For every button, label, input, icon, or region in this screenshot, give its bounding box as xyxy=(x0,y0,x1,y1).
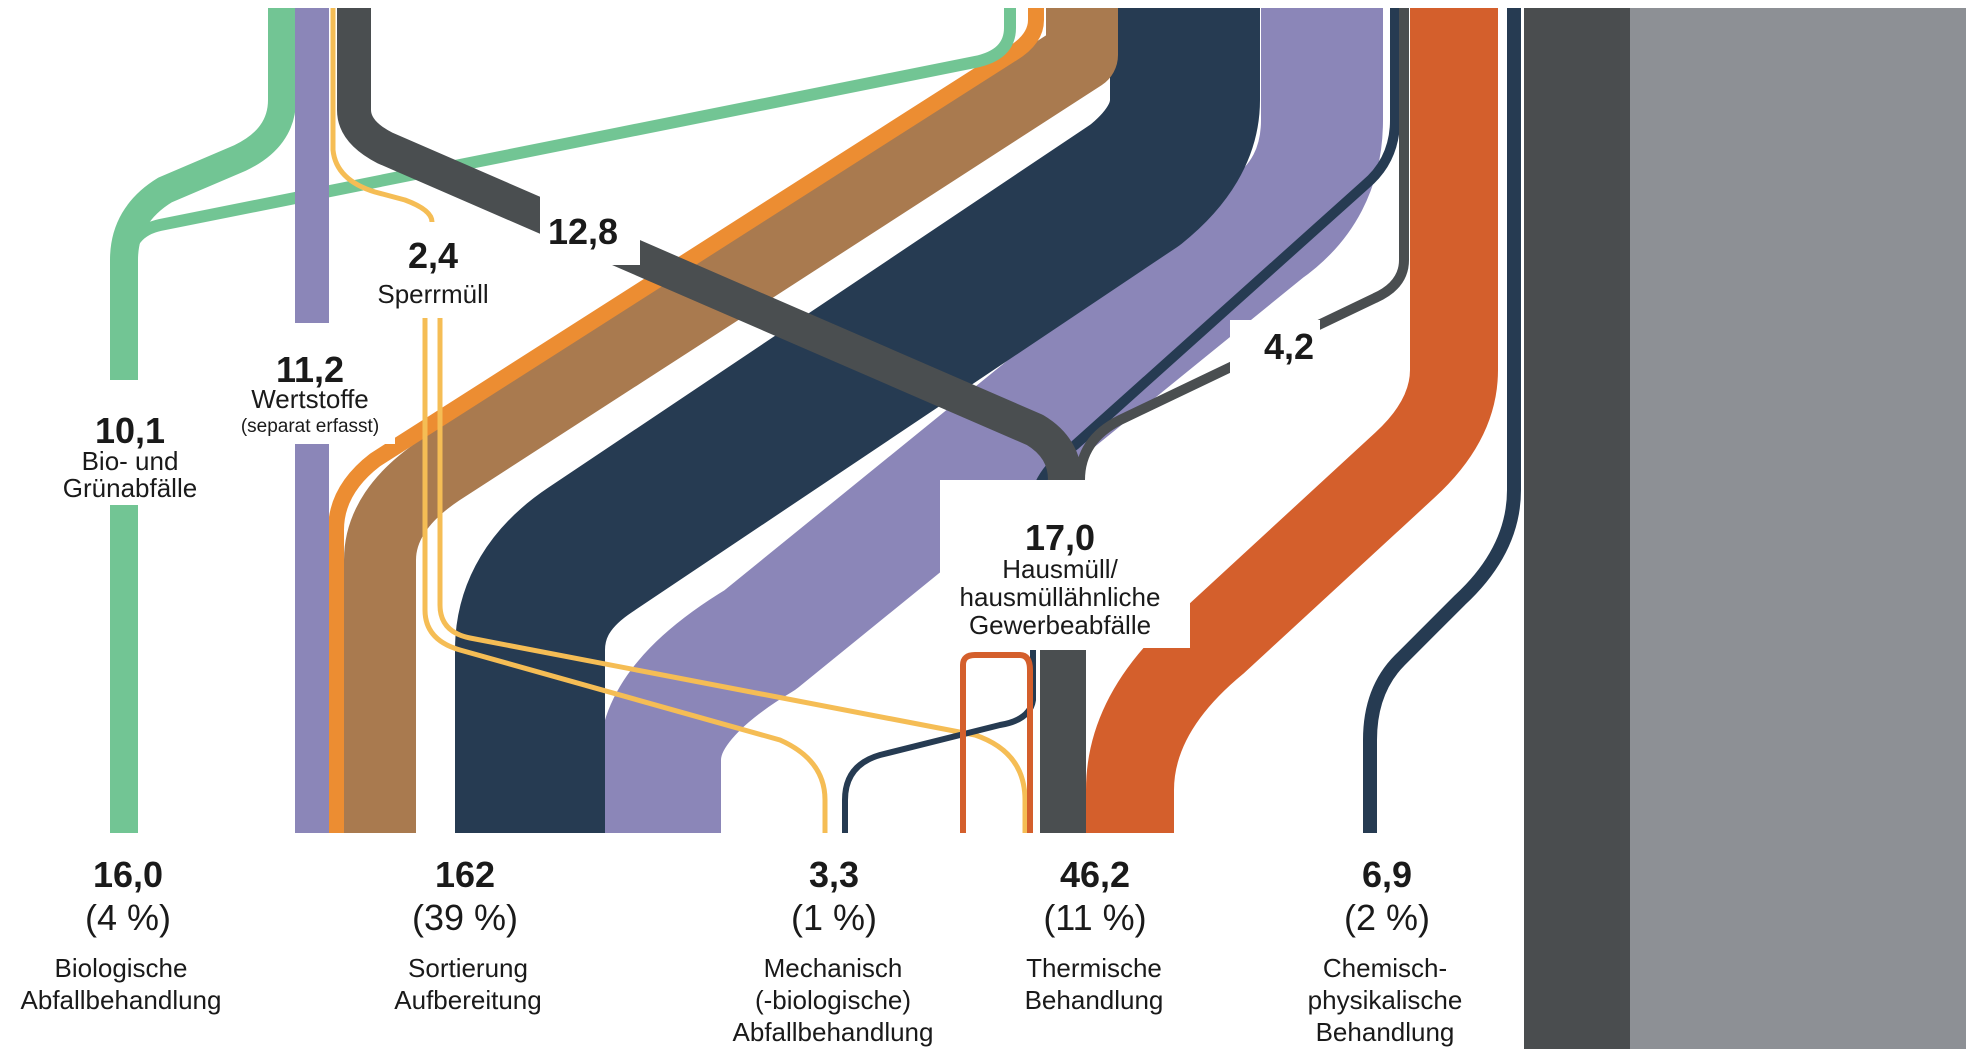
source-bio: 10,1 Bio- und Grünabfälle xyxy=(63,410,197,503)
dest-thermische-value: 46,2 xyxy=(1060,854,1130,895)
dest-biologische-label-1: Biologische xyxy=(55,953,188,983)
source-bio-value: 10,1 xyxy=(95,410,165,451)
source-sperr-label: Sperrmüll xyxy=(377,279,488,309)
mask-flow-4-2 xyxy=(1230,320,1320,375)
dest-mechanisch-label-1: Mechanisch xyxy=(764,953,903,983)
dest-chemisch-label-1: Chemisch- xyxy=(1323,953,1447,983)
dest-mechanisch-label-2: (-biologische) xyxy=(755,985,911,1015)
source-wertstoffe: 11,2 Wertstoffe (separat erfasst) xyxy=(241,349,379,437)
dest-sortierung-label-2: Aufbereitung xyxy=(394,985,541,1015)
flow-label-4-2: 4,2 xyxy=(1264,326,1314,367)
dest-sortierung-value: 162 xyxy=(435,854,495,895)
flow-bio-main xyxy=(110,8,296,833)
source-sperr: 2,4 Sperrmüll xyxy=(377,235,488,309)
dest-biologische-label-2: Abfallbehandlung xyxy=(21,985,222,1015)
dest-biologische: 16,0 (4 %) Biologische Abfallbehandlung xyxy=(21,854,222,1015)
dest-mechanisch-share: (1 %) xyxy=(791,897,877,938)
panel-dark xyxy=(1524,8,1630,1049)
flow-sperr-top xyxy=(330,8,435,223)
mask-haus-label xyxy=(940,480,1190,648)
source-haus-value: 17,0 xyxy=(1025,517,1095,558)
source-wertstoffe-label-1: Wertstoffe xyxy=(251,384,369,414)
mask-sperr-label xyxy=(360,222,500,318)
dest-biologische-share: (4 %) xyxy=(85,897,171,938)
source-wertstoffe-label-2: (separat erfasst) xyxy=(241,416,379,437)
flow-navy-to-mech xyxy=(842,650,1036,833)
dest-thermische: 46,2 (11 %) Thermische Behandlung xyxy=(1025,854,1164,1015)
dest-thermische-label-2: Behandlung xyxy=(1025,985,1164,1015)
dest-chemisch-label-3: Behandlung xyxy=(1316,1017,1455,1047)
source-haus: 17,0 Hausmüll/ hausmüllähnliche Gewerbea… xyxy=(960,517,1161,640)
mask-wertstoffe-label xyxy=(225,323,395,444)
flow-orange xyxy=(328,8,1044,833)
dest-sortierung: 162 (39 %) Sortierung Aufbereitung xyxy=(394,854,541,1015)
dest-chemisch-label-2: physikalische xyxy=(1308,985,1463,1015)
dest-chemisch-value: 6,9 xyxy=(1362,854,1412,895)
source-haus-label-1: Hausmüll/ xyxy=(1002,554,1118,584)
panel-grey xyxy=(1630,8,1966,1049)
flow-sperr-to-mech xyxy=(422,318,828,833)
source-sperr-value: 2,4 xyxy=(408,235,458,276)
dest-thermische-share: (11 %) xyxy=(1043,897,1146,938)
flow-navy-thin-right xyxy=(1363,8,1521,833)
flow-red xyxy=(1086,8,1498,834)
flow-label-12-8: 12,8 xyxy=(548,211,618,252)
dest-biologische-value: 16,0 xyxy=(93,854,163,895)
flow-haus-to-sortierung xyxy=(337,8,1082,481)
dest-thermische-label-1: Thermische xyxy=(1026,953,1162,983)
dest-chemisch: 6,9 (2 %) Chemisch- physikalische Behand… xyxy=(1308,854,1463,1047)
dest-mechanisch: 3,3 (1 %) Mechanisch (-biologische) Abfa… xyxy=(733,854,934,1047)
mask-bio-label xyxy=(100,380,200,505)
source-wertstoffe-value: 11,2 xyxy=(276,349,344,390)
flow-sperr-to-thermal xyxy=(437,318,1028,833)
wertstoffe-bar-bottom xyxy=(295,444,329,833)
mask-flow-12-8 xyxy=(540,195,640,265)
source-haus-label-3: Gewerbeabfälle xyxy=(969,610,1151,640)
dest-chemisch-share: (2 %) xyxy=(1344,897,1430,938)
dest-mechanisch-value: 3,3 xyxy=(809,854,859,895)
source-bio-label-2: Grünabfälle xyxy=(63,473,197,503)
dest-sortierung-label-1: Sortierung xyxy=(408,953,528,983)
dest-mechanisch-label-3: Abfallbehandlung xyxy=(733,1017,934,1047)
source-haus-label-2: hausmüllähnliche xyxy=(960,582,1161,612)
flow-red-thin xyxy=(960,652,1033,833)
wertstoffe-bar-top xyxy=(295,8,329,323)
dest-sortierung-share: (39 %) xyxy=(412,897,518,938)
haus-to-thermal xyxy=(1040,650,1086,833)
flow-wertstoffe-wide xyxy=(599,8,1383,833)
flow-bio-cross xyxy=(122,8,1016,266)
flow-navy-wide xyxy=(455,8,1260,833)
source-bio-label-1: Bio- und xyxy=(82,446,179,476)
